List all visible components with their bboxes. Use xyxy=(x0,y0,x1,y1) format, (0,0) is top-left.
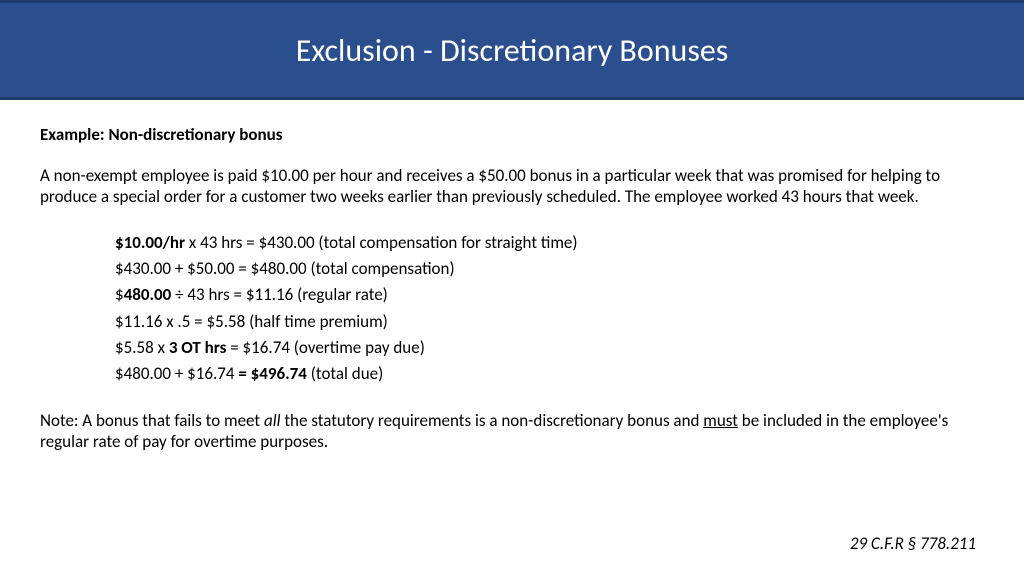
calc-line-3-rest: ÷ 43 hrs = $11.16 (regular rate) xyxy=(171,284,388,305)
calc-line-1-bold: $10.00/hr xyxy=(115,232,185,253)
calc-line-3-bold: 480.00 xyxy=(124,284,172,305)
calc-line-5-bold: 3 OT hrs xyxy=(169,337,227,358)
intro-paragraph: A non-exempt employee is paid $10.00 per… xyxy=(40,165,984,208)
example-heading: Example: Non-discretionary bonus xyxy=(40,124,984,145)
title-banner: Exclusion - Discretionary Bonuses xyxy=(0,0,1024,100)
calc-line-3-pre: $ xyxy=(115,284,124,305)
calc-line-6-bold: = $496.74 xyxy=(238,363,307,384)
calc-line-5-rest: = $16.74 (overtime pay due) xyxy=(226,337,424,358)
note-italic-all: all xyxy=(264,410,281,431)
note-paragraph: Note: A bonus that fails to meet all the… xyxy=(40,410,984,453)
calc-line-1: $10.00/hr x 43 hrs = $430.00 (total comp… xyxy=(115,230,984,256)
calc-line-5: $5.58 x 3 OT hrs = $16.74 (overtime pay … xyxy=(115,335,984,361)
note-mid: the statutory requirements is a non-disc… xyxy=(281,410,704,431)
calc-line-6-rest: (total due) xyxy=(307,363,383,384)
calculation-block: $10.00/hr x 43 hrs = $430.00 (total comp… xyxy=(40,230,984,388)
slide-title: Exclusion - Discretionary Bonuses xyxy=(296,31,729,70)
slide-body: Example: Non-discretionary bonus A non-e… xyxy=(0,100,1024,472)
note-pre: Note: A bonus that fails to meet xyxy=(40,410,264,431)
calc-line-6-pre: $480.00 + $16.74 xyxy=(115,363,238,384)
calc-line-5-pre: $5.58 x xyxy=(115,337,169,358)
calc-line-3: $480.00 ÷ 43 hrs = $11.16 (regular rate) xyxy=(115,282,984,308)
calc-line-4: $11.16 x .5 = $5.58 (half time premium) xyxy=(115,309,984,335)
calc-line-1-rest: x 43 hrs = $430.00 (total compensation f… xyxy=(185,232,577,253)
legal-citation: 29 C.F.R § 778.211 xyxy=(850,533,976,554)
note-underline-must: must xyxy=(703,410,738,431)
calc-line-6: $480.00 + $16.74 = $496.74 (total due) xyxy=(115,361,984,387)
calc-line-2: $430.00 + $50.00 = $480.00 (total compen… xyxy=(115,256,984,282)
